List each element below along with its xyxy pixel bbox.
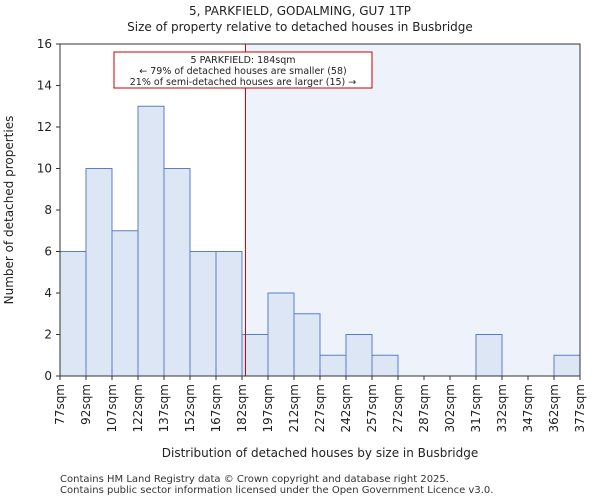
footer-line-2: Contains public sector information licen… [60,485,494,496]
bar [267,292,295,377]
bar [189,251,217,377]
y-tick-label: 8 [44,203,52,217]
x-tick-label: 302sqm [443,384,457,432]
bar [371,354,399,377]
x-tick-label: 182sqm [235,384,249,432]
y-tick-label: 2 [44,328,52,342]
bar [111,230,139,377]
histogram-chart: 0 2 4 6 8 10 12 14 16 77sqm 92sqm 107sqm 122sqm 137sq… [2,37,587,460]
x-tick-label: 167sqm [209,384,223,432]
bar [137,105,165,377]
x-tick-label: 227sqm [313,384,327,432]
x-tick-label: 287sqm [417,384,431,432]
x-tick-label: 122sqm [131,384,145,432]
x-tick-label: 377sqm [573,384,587,432]
x-axis-label: Distribution of detached houses by size … [162,446,479,460]
annotation-line-1: 5 PARKFIELD: 184sqm [191,55,296,66]
bar [59,251,87,377]
x-tick-label: 362sqm [547,384,561,432]
x-tick-label: 137sqm [157,384,171,432]
bar [293,313,321,377]
x-tick-label: 212sqm [287,384,301,432]
x-tick-label: 272sqm [391,384,405,432]
x-tick-label: 317sqm [469,384,483,432]
x-tick-label: 332sqm [495,384,509,432]
bar [85,168,113,377]
x-tick-label: 152sqm [183,384,197,432]
y-axis-label: Number of detached properties [2,116,16,305]
x-tick-label: 197sqm [261,384,275,432]
annotation-line-3: 21% of semi-detached houses are larger (… [130,77,357,88]
y-tick-label: 0 [44,369,52,383]
x-tick-label: 107sqm [105,384,119,432]
chart-subtitle: Size of property relative to detached ho… [127,20,473,34]
x-tick-label: 92sqm [79,384,93,425]
footer-line-1: Contains HM Land Registry data © Crown c… [60,474,449,485]
y-tick-label: 12 [37,120,52,134]
chart-title: 5, PARKFIELD, GODALMING, GU7 1TP [189,4,411,18]
y-tick-label: 16 [37,37,52,51]
bar [345,334,373,377]
bar [475,334,503,377]
x-tick-label: 347sqm [521,384,535,432]
annotation-line-2: ← 79% of detached houses are smaller (58… [139,66,346,77]
y-tick-label: 6 [44,245,52,259]
y-tick-label: 10 [37,162,52,176]
y-tick-label: 14 [37,79,52,93]
x-tick-label: 242sqm [339,384,353,432]
bar [215,251,243,377]
bar [163,168,191,377]
y-tick-label: 4 [44,286,52,300]
x-tick-label: 257sqm [365,384,379,432]
bar [553,354,581,377]
x-tick-label: 77sqm [53,384,67,425]
bar [319,354,347,377]
annotation-box [113,51,373,89]
